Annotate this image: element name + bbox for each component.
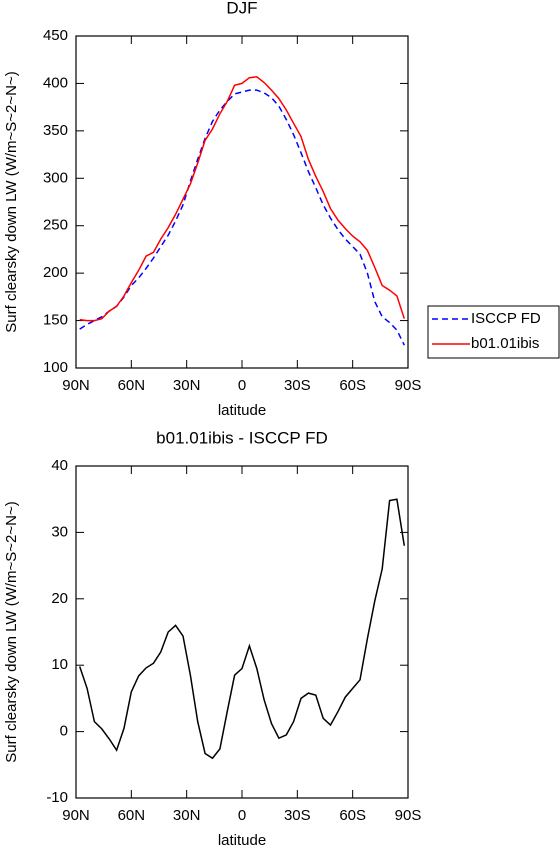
x-tick-label: 90N bbox=[62, 377, 90, 394]
chart-title: DJF bbox=[226, 0, 257, 17]
y-tick-label: 40 bbox=[51, 457, 68, 474]
y-tick-label: 350 bbox=[43, 122, 68, 139]
x-tick-label: 90S bbox=[395, 807, 422, 824]
y-tick-label: 450 bbox=[43, 27, 68, 44]
x-tick-label: 60N bbox=[118, 377, 146, 394]
x-tick-label: 60N bbox=[118, 807, 146, 824]
y-tick-label: 150 bbox=[43, 312, 68, 329]
y-tick-label: 0 bbox=[60, 723, 68, 740]
y-tick-label: 20 bbox=[51, 590, 68, 607]
y-tick-label: 200 bbox=[43, 264, 68, 281]
y-axis-label: Surf clearsky down LW (W/m~S~2~N~) bbox=[3, 71, 20, 332]
x-tick-label: 30S bbox=[284, 377, 311, 394]
legend-label: ISCCP FD bbox=[471, 310, 541, 327]
series-line bbox=[78, 498, 406, 760]
y-tick-label: 30 bbox=[51, 523, 68, 540]
y-tick-label: 10 bbox=[51, 656, 68, 673]
y-tick-label: 300 bbox=[43, 169, 68, 186]
plot-frame bbox=[75, 35, 409, 369]
legend-box bbox=[427, 305, 560, 359]
x-tick-label: 90S bbox=[395, 377, 422, 394]
x-tick-label: 90N bbox=[62, 807, 90, 824]
plot-frame bbox=[75, 465, 409, 799]
series-line bbox=[79, 76, 406, 322]
x-tick-label: 0 bbox=[238, 377, 246, 394]
x-tick-label: 30N bbox=[173, 377, 201, 394]
chart-title: b01.01ibis - ISCCP FD bbox=[156, 428, 328, 447]
x-tick-label: 30S bbox=[284, 807, 311, 824]
x-tick-label: 60S bbox=[339, 377, 366, 394]
y-tick-label: 250 bbox=[43, 217, 68, 234]
legend-label: b01.01ibis bbox=[471, 335, 539, 352]
y-tick-label: -10 bbox=[46, 789, 68, 806]
y-tick-label: 400 bbox=[43, 74, 68, 91]
y-tick-label: 100 bbox=[43, 359, 68, 376]
x-tick-label: 30N bbox=[173, 807, 201, 824]
x-tick-label: 60S bbox=[339, 807, 366, 824]
series-line bbox=[79, 89, 405, 346]
x-axis-label: latitude bbox=[218, 832, 266, 849]
y-axis-label: Surf clearsky down LW (W/m~S~2~N~) bbox=[3, 501, 20, 762]
x-axis-label: latitude bbox=[218, 402, 266, 419]
x-tick-label: 0 bbox=[238, 807, 246, 824]
